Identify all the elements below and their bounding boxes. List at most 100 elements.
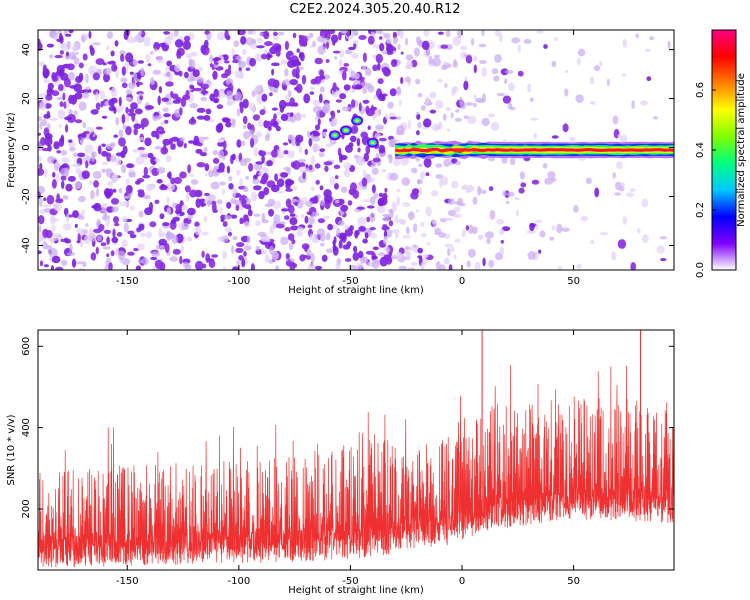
noise-blob — [367, 35, 375, 45]
noise-blob — [275, 50, 281, 57]
noise-blob — [226, 201, 232, 209]
noise-blob — [155, 244, 160, 250]
noise-blob — [120, 53, 125, 62]
noise-blob — [69, 243, 73, 253]
noise-blob — [243, 131, 250, 140]
noise-blob — [535, 223, 539, 231]
noise-blob — [220, 214, 227, 220]
noise-blob — [473, 64, 477, 74]
noise-blob — [106, 31, 114, 39]
noise-blob — [307, 262, 316, 270]
noise-blob — [110, 155, 117, 163]
noise-blob — [57, 109, 66, 120]
noise-blob — [77, 152, 86, 158]
noise-blob — [289, 217, 298, 226]
noise-blob — [475, 97, 484, 103]
noise-blob — [285, 198, 292, 208]
noise-blob — [95, 91, 99, 101]
noise-blob — [38, 132, 42, 136]
noise-blob — [283, 84, 287, 91]
noise-blob — [138, 223, 145, 231]
noise-blob — [137, 93, 145, 97]
noise-blob — [189, 84, 195, 89]
noise-blob — [298, 66, 304, 71]
noise-blob — [176, 49, 182, 60]
noise-blob — [43, 264, 50, 268]
noise-blob — [166, 182, 175, 192]
noise-blob — [272, 35, 279, 41]
noise-blob — [435, 100, 444, 109]
noise-blob — [356, 206, 366, 210]
noise-blob — [398, 265, 408, 270]
noise-blob — [191, 116, 195, 122]
noise-blob — [88, 65, 97, 76]
noise-blob — [485, 231, 494, 239]
noise-blob — [361, 177, 368, 187]
noise-blob — [251, 90, 256, 98]
noise-blob — [226, 90, 233, 100]
noise-blob — [273, 31, 278, 36]
noise-blob — [283, 150, 289, 155]
noise-blob — [310, 186, 315, 191]
noise-blob — [612, 115, 619, 125]
noise-blob — [275, 223, 285, 229]
noise-blob — [247, 30, 253, 35]
noise-blob — [80, 132, 87, 138]
noise-blob — [614, 192, 622, 196]
noise-blob — [173, 176, 182, 185]
noise-blob — [375, 124, 385, 130]
noise-blob — [461, 233, 466, 237]
noise-blob — [145, 105, 154, 110]
noise-blob — [365, 144, 371, 155]
noise-blob — [577, 48, 586, 57]
noise-blob — [319, 233, 326, 242]
noise-blob — [243, 245, 252, 251]
noise-blob — [60, 150, 68, 156]
noise-blob — [179, 107, 183, 116]
noise-blob — [97, 145, 102, 155]
noise-blob — [173, 30, 179, 37]
noise-blob — [158, 238, 168, 246]
noise-blob — [216, 168, 225, 173]
noise-blob — [39, 260, 44, 267]
noise-blob — [84, 144, 94, 154]
noise-blob — [341, 207, 348, 213]
noise-blob — [284, 215, 290, 220]
noise-blob — [408, 246, 414, 251]
noise-blob — [405, 226, 410, 235]
noise-blob — [154, 199, 160, 204]
noise-blob — [644, 48, 652, 53]
noise-blob — [359, 158, 366, 162]
noise-blob — [243, 157, 252, 163]
noise-blob — [152, 69, 161, 75]
noise-blob — [84, 235, 91, 245]
noise-blob — [454, 117, 462, 122]
noise-blob — [312, 135, 321, 142]
noise-blob — [317, 118, 321, 126]
noise-blob — [383, 32, 391, 39]
noise-blob — [43, 197, 47, 202]
noise-blob — [496, 218, 505, 225]
noise-blob — [146, 183, 153, 192]
noise-blob — [451, 87, 456, 96]
noise-blob — [267, 78, 277, 87]
noise-blob — [163, 72, 172, 78]
noise-blob — [183, 142, 187, 149]
noise-blob — [165, 101, 173, 105]
noise-blob — [105, 143, 115, 150]
noise-blob — [226, 165, 230, 174]
noise-blob — [166, 231, 172, 241]
noise-blob — [110, 50, 115, 57]
noise-blob — [238, 254, 244, 261]
noise-blob — [75, 167, 81, 175]
noise-blob — [74, 181, 82, 189]
noise-blob — [175, 204, 182, 212]
noise-blob — [425, 172, 430, 177]
noise-blob — [213, 88, 219, 98]
noise-blob — [102, 161, 108, 166]
noise-blob — [46, 110, 50, 118]
noise-blob — [366, 205, 375, 209]
noise-blob — [551, 225, 556, 231]
colorbar-tick-label: 0.4 — [695, 142, 706, 158]
noise-blob — [50, 265, 55, 270]
